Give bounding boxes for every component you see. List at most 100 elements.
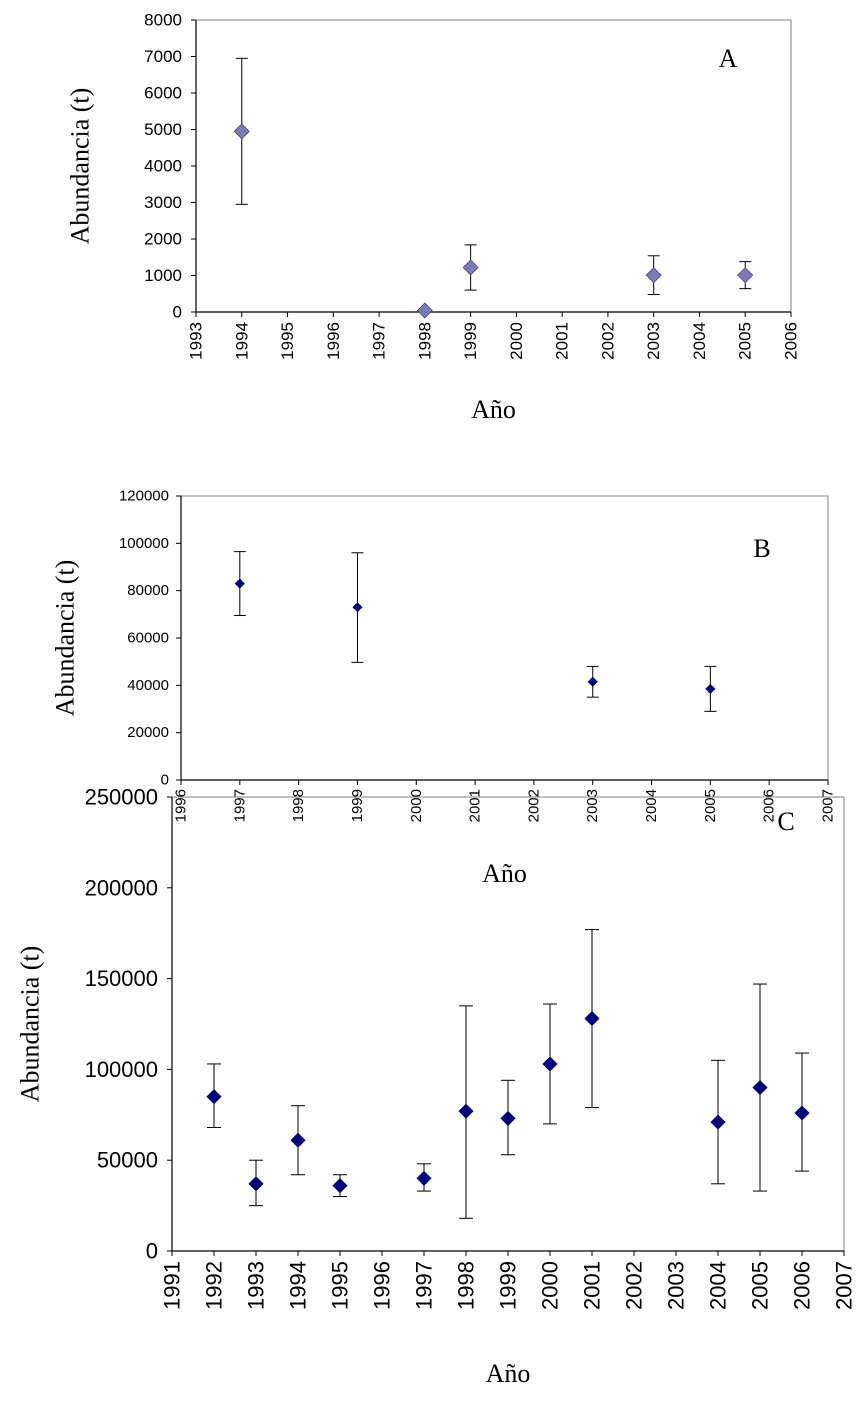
data-point-marker xyxy=(705,683,716,694)
x-tick-label: 1999 xyxy=(461,322,480,360)
x-tick-label: 1992 xyxy=(202,1261,227,1310)
x-tick-label: 2000 xyxy=(538,1261,563,1310)
x-tick-label: 2002 xyxy=(622,1261,647,1310)
y-tick-label: 100000 xyxy=(85,1057,158,1082)
data-point-marker xyxy=(542,1056,558,1072)
y-axis-title: Abundancia (t) xyxy=(16,946,45,1103)
x-tick-label: 1994 xyxy=(286,1261,311,1310)
x-tick-label: 2002 xyxy=(598,322,617,360)
y-tick-label: 2000 xyxy=(144,230,182,249)
x-tick-label: 1997 xyxy=(412,1261,437,1310)
y-tick-label: 0 xyxy=(146,1239,158,1264)
data-point-marker xyxy=(500,1110,516,1126)
x-tick-label: 2001 xyxy=(580,1261,605,1310)
y-tick-label: 0 xyxy=(161,772,169,789)
data-point-marker xyxy=(645,267,662,284)
x-axis-title: Año xyxy=(471,395,516,424)
y-tick-label: 0 xyxy=(173,303,182,322)
x-axis-title: Año xyxy=(486,1359,531,1388)
y-tick-label: 250000 xyxy=(85,785,158,810)
data-point-marker xyxy=(206,1089,222,1105)
y-tick-label: 80000 xyxy=(127,582,169,599)
x-tick-label: 2001 xyxy=(553,322,572,360)
x-tick-label: 1994 xyxy=(232,322,251,360)
chart-panel-B: 0 20000 40000 60000 80000 100000 120000 1996 199… xyxy=(51,488,837,889)
data-point-marker xyxy=(462,259,479,276)
x-tick-label: 1999 xyxy=(349,789,366,822)
data-point-marker xyxy=(332,1178,348,1194)
x-axis-title: Año xyxy=(482,859,527,888)
x-tick-label: 1998 xyxy=(454,1261,479,1310)
data-point-marker xyxy=(234,578,245,589)
x-tick-label: 1993 xyxy=(187,322,206,360)
x-tick-label: 2005 xyxy=(702,789,719,822)
x-tick-label: 2003 xyxy=(584,789,601,822)
x-tick-label: 2007 xyxy=(820,789,837,822)
panel-label: A xyxy=(719,44,738,73)
y-tick-label: 4000 xyxy=(144,157,182,176)
data-point-marker xyxy=(290,1132,306,1148)
y-tick-label: 6000 xyxy=(144,84,182,103)
x-tick-label: 2004 xyxy=(706,1261,731,1310)
panel-label: B xyxy=(753,534,770,563)
y-tick-label: 8000 xyxy=(144,11,182,30)
y-tick-label: 20000 xyxy=(127,724,169,741)
x-tick-label: 2004 xyxy=(690,322,709,360)
y-axis-title: Abundancia (t) xyxy=(51,560,80,717)
data-point-marker xyxy=(794,1105,810,1121)
data-point-marker xyxy=(737,267,754,284)
x-tick-label: 1991 xyxy=(160,1261,185,1310)
y-tick-label: 150000 xyxy=(85,966,158,991)
y-tick-label: 7000 xyxy=(144,47,182,66)
x-tick-label: 1997 xyxy=(370,322,389,360)
y-tick-label: 50000 xyxy=(97,1148,158,1173)
x-tick-label: 2005 xyxy=(736,322,755,360)
x-tick-label: 1998 xyxy=(415,322,434,360)
chart-panel-C: 0 50000 100000 150000 200000 250000 1991 1992 19… xyxy=(16,785,857,1389)
x-tick-label: 2000 xyxy=(408,789,425,822)
y-tick-label: 60000 xyxy=(127,630,169,647)
x-tick-label: 2003 xyxy=(664,1261,689,1310)
y-tick-label: 40000 xyxy=(127,677,169,694)
panel-label: C xyxy=(777,807,794,836)
x-tick-label: 1995 xyxy=(328,1261,353,1310)
data-point-marker xyxy=(352,602,363,613)
x-tick-label: 1993 xyxy=(244,1261,269,1310)
x-tick-label: 2004 xyxy=(643,789,660,822)
y-tick-label: 200000 xyxy=(85,875,158,900)
data-point-marker xyxy=(416,1170,432,1186)
x-tick-label: 2007 xyxy=(832,1261,857,1310)
x-tick-label: 1997 xyxy=(231,789,248,822)
data-point-marker xyxy=(416,302,433,319)
data-point-marker xyxy=(248,1176,264,1192)
x-tick-label: 1996 xyxy=(370,1261,395,1310)
y-axis-title: Abundancia (t) xyxy=(66,88,95,245)
y-tick-label: 3000 xyxy=(144,193,182,212)
plot-frame xyxy=(180,495,829,781)
x-tick-label: 1996 xyxy=(173,789,190,822)
y-tick-label: 1000 xyxy=(144,266,182,285)
x-tick-label: 1996 xyxy=(324,322,343,360)
x-tick-label: 2002 xyxy=(525,789,542,822)
chart-panel-A: 0 1000 2000 3000 4000 5000 6000 7000 8000 1993 199… xyxy=(66,11,801,425)
x-tick-label: 1999 xyxy=(496,1261,521,1310)
y-tick-label: 120000 xyxy=(119,488,169,505)
x-tick-label: 2001 xyxy=(467,789,484,822)
y-tick-label: 100000 xyxy=(119,535,169,552)
data-point-marker xyxy=(587,676,598,687)
x-tick-label: 2003 xyxy=(644,322,663,360)
data-point-marker xyxy=(752,1079,768,1096)
plot-frame xyxy=(195,19,792,313)
x-tick-label: 2000 xyxy=(507,322,526,360)
x-tick-label: 2005 xyxy=(748,1261,773,1310)
data-point-marker xyxy=(233,123,250,140)
data-point-marker xyxy=(584,1010,600,1027)
x-tick-label: 2006 xyxy=(790,1261,815,1310)
x-tick-label: 1995 xyxy=(278,322,297,360)
x-tick-label: 2006 xyxy=(782,322,801,360)
data-point-marker xyxy=(710,1114,726,1130)
x-tick-label: 2006 xyxy=(761,789,778,822)
data-point-marker xyxy=(458,1103,474,1119)
x-tick-label: 1998 xyxy=(290,789,307,822)
